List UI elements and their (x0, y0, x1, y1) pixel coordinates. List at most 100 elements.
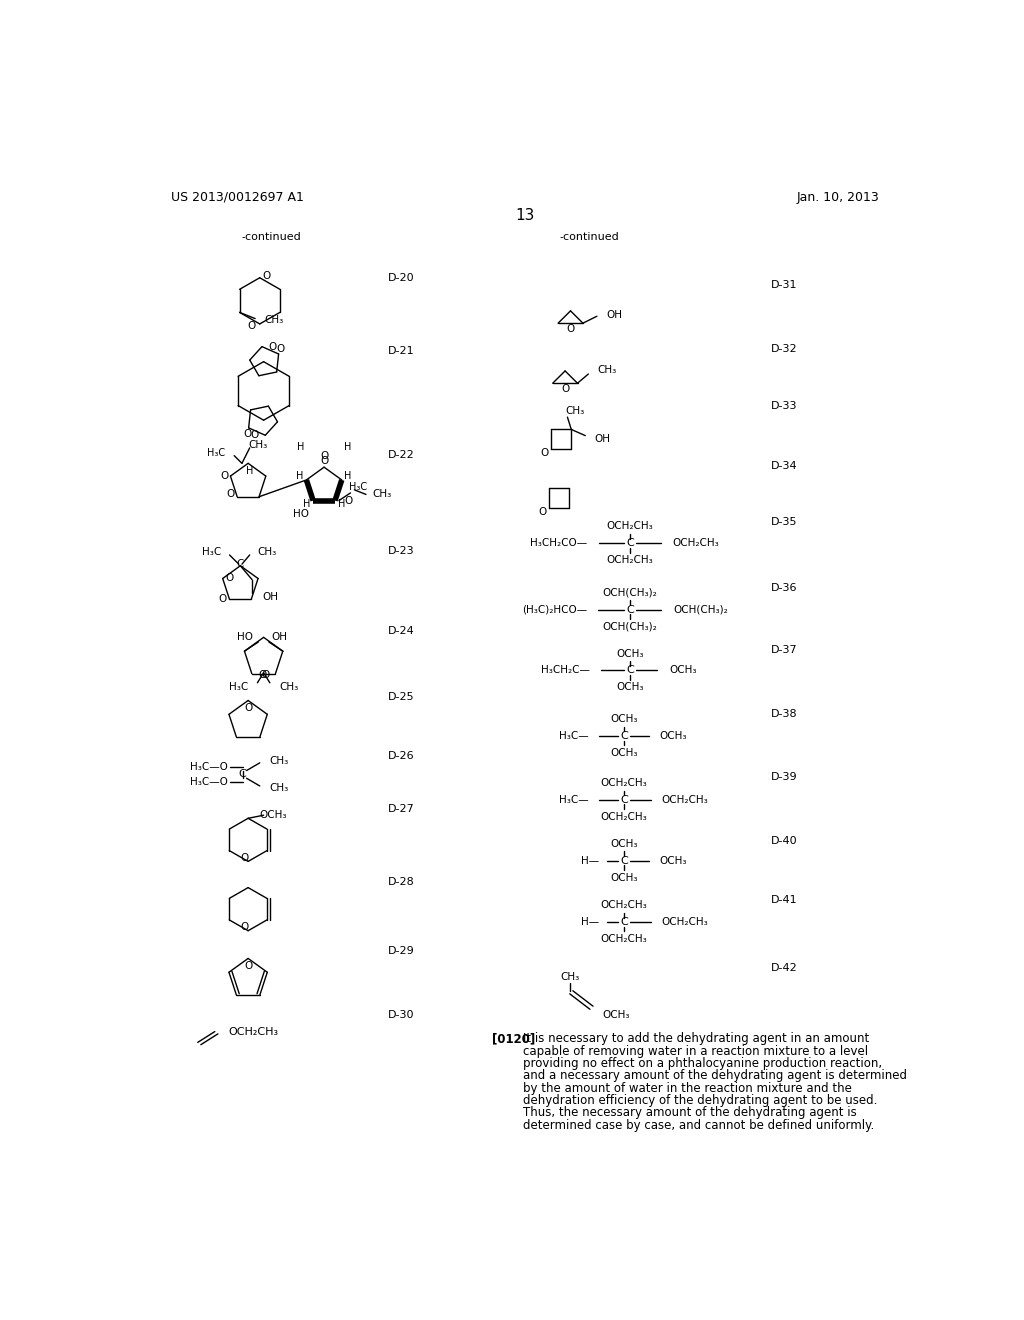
Text: C: C (621, 917, 628, 927)
Text: O: O (218, 594, 226, 605)
Text: O: O (276, 343, 285, 354)
Text: OCH₂CH₃: OCH₂CH₃ (601, 812, 647, 822)
Text: D-40: D-40 (771, 837, 798, 846)
Text: H₃C: H₃C (202, 546, 221, 557)
Text: O: O (244, 704, 252, 713)
Text: OCH₂CH₃: OCH₂CH₃ (601, 900, 647, 911)
Text: D-20: D-20 (388, 273, 415, 282)
Text: CH₃: CH₃ (565, 407, 585, 416)
Text: D-25: D-25 (388, 693, 415, 702)
Text: O: O (251, 430, 259, 441)
Text: D-26: D-26 (388, 751, 415, 760)
Text: H—: H— (581, 917, 599, 927)
Text: D-28: D-28 (388, 878, 415, 887)
Text: C: C (621, 731, 628, 741)
Text: dehydration efficiency of the dehydrating agent to be used.: dehydration efficiency of the dehydratin… (523, 1094, 878, 1107)
Text: D-33: D-33 (771, 401, 798, 412)
Text: H—: H— (581, 855, 599, 866)
Text: O: O (220, 471, 228, 480)
Text: D-39: D-39 (771, 772, 798, 781)
Text: CH₃: CH₃ (257, 546, 276, 557)
Text: Thus, the necessary amount of the dehydrating agent is: Thus, the necessary amount of the dehydr… (523, 1106, 857, 1119)
Text: H₃C—O: H₃C—O (190, 762, 228, 772)
Text: O: O (225, 573, 233, 583)
Text: CH₃: CH₃ (280, 681, 298, 692)
Text: O: O (244, 961, 252, 972)
Text: H: H (297, 442, 304, 453)
Text: OCH₂CH₃: OCH₂CH₃ (662, 795, 708, 805)
Text: O: O (319, 450, 329, 461)
Text: O: O (268, 342, 276, 351)
Text: OCH₂CH₃: OCH₂CH₃ (607, 556, 653, 565)
Text: OCH₃: OCH₃ (616, 682, 644, 693)
Text: (H₃C)₂HCO—: (H₃C)₂HCO— (521, 605, 587, 615)
Text: CH₃: CH₃ (560, 972, 580, 982)
Text: CH₃: CH₃ (598, 366, 616, 375)
Text: OCH₂CH₃: OCH₂CH₃ (662, 917, 708, 927)
Text: H₃C—O: H₃C—O (190, 777, 228, 787)
Text: H: H (338, 499, 345, 510)
Text: CH₃: CH₃ (248, 440, 267, 450)
Text: OCH(CH₃)₂: OCH(CH₃)₂ (603, 587, 657, 598)
Text: D-36: D-36 (771, 583, 798, 593)
Text: D-22: D-22 (388, 450, 415, 459)
Text: O: O (539, 507, 547, 517)
Text: O: O (344, 495, 352, 506)
Text: H: H (344, 442, 351, 453)
Text: HO: HO (238, 632, 253, 643)
Text: O: O (263, 271, 271, 281)
Text: OCH(CH₃)₂: OCH(CH₃)₂ (603, 622, 657, 631)
Text: D-30: D-30 (388, 1010, 414, 1019)
Text: D-24: D-24 (388, 626, 415, 636)
Text: O: O (561, 384, 569, 395)
Text: OCH₂CH₃: OCH₂CH₃ (601, 935, 647, 944)
Text: D-34: D-34 (771, 462, 798, 471)
Text: OCH₃: OCH₃ (658, 855, 686, 866)
Text: H₃C—: H₃C— (559, 795, 589, 805)
Text: [0120]: [0120] (493, 1032, 536, 1045)
Text: OCH₂CH₃: OCH₂CH₃ (601, 777, 647, 788)
Text: C: C (239, 770, 247, 779)
Text: 13: 13 (515, 209, 535, 223)
Text: H₃C: H₃C (207, 447, 225, 458)
Text: O: O (243, 429, 251, 440)
Text: O: O (248, 321, 256, 331)
Text: H: H (297, 471, 304, 480)
Text: O: O (241, 853, 249, 862)
Text: OCH₃: OCH₃ (610, 714, 638, 723)
Text: C: C (627, 665, 634, 676)
Text: OCH₃: OCH₃ (610, 748, 638, 758)
Text: C: C (237, 560, 244, 569)
Text: O: O (566, 325, 574, 334)
Text: H₃C—: H₃C— (559, 731, 589, 741)
Text: OCH₃: OCH₃ (616, 648, 644, 659)
Text: H: H (246, 466, 253, 477)
Text: H₃CH₂CO—: H₃CH₂CO— (530, 539, 588, 548)
Text: O: O (258, 671, 266, 680)
Text: C: C (621, 795, 628, 805)
Text: O: O (227, 488, 236, 499)
Text: D-32: D-32 (771, 343, 798, 354)
Text: OCH₃: OCH₃ (260, 810, 288, 820)
Text: OCH₃: OCH₃ (610, 873, 638, 883)
Text: CH₃: CH₃ (270, 783, 289, 793)
Text: OCH₂CH₃: OCH₂CH₃ (607, 521, 653, 532)
Text: O: O (541, 449, 549, 458)
Text: providing no effect on a phthalocyanine production reaction,: providing no effect on a phthalocyanine … (523, 1057, 883, 1071)
Text: O: O (319, 455, 329, 466)
Text: C: C (627, 605, 634, 615)
Text: O: O (241, 921, 249, 932)
Text: D-21: D-21 (388, 346, 415, 356)
Text: D-29: D-29 (388, 946, 415, 957)
Text: Jan. 10, 2013: Jan. 10, 2013 (797, 190, 880, 203)
Text: H: H (303, 499, 310, 510)
Text: OCH₃: OCH₃ (669, 665, 696, 676)
Text: It is necessary to add the dehydrating agent in an amount: It is necessary to add the dehydrating a… (523, 1032, 869, 1045)
Text: D-37: D-37 (771, 644, 798, 655)
Text: OCH₃: OCH₃ (602, 1010, 630, 1020)
Text: H₃CH₂C—: H₃CH₂C— (541, 665, 590, 676)
Text: capable of removing water in a reaction mixture to a level: capable of removing water in a reaction … (523, 1044, 868, 1057)
Text: OH: OH (262, 591, 279, 602)
Text: C: C (627, 539, 634, 548)
Text: OCH₃: OCH₃ (610, 838, 638, 849)
